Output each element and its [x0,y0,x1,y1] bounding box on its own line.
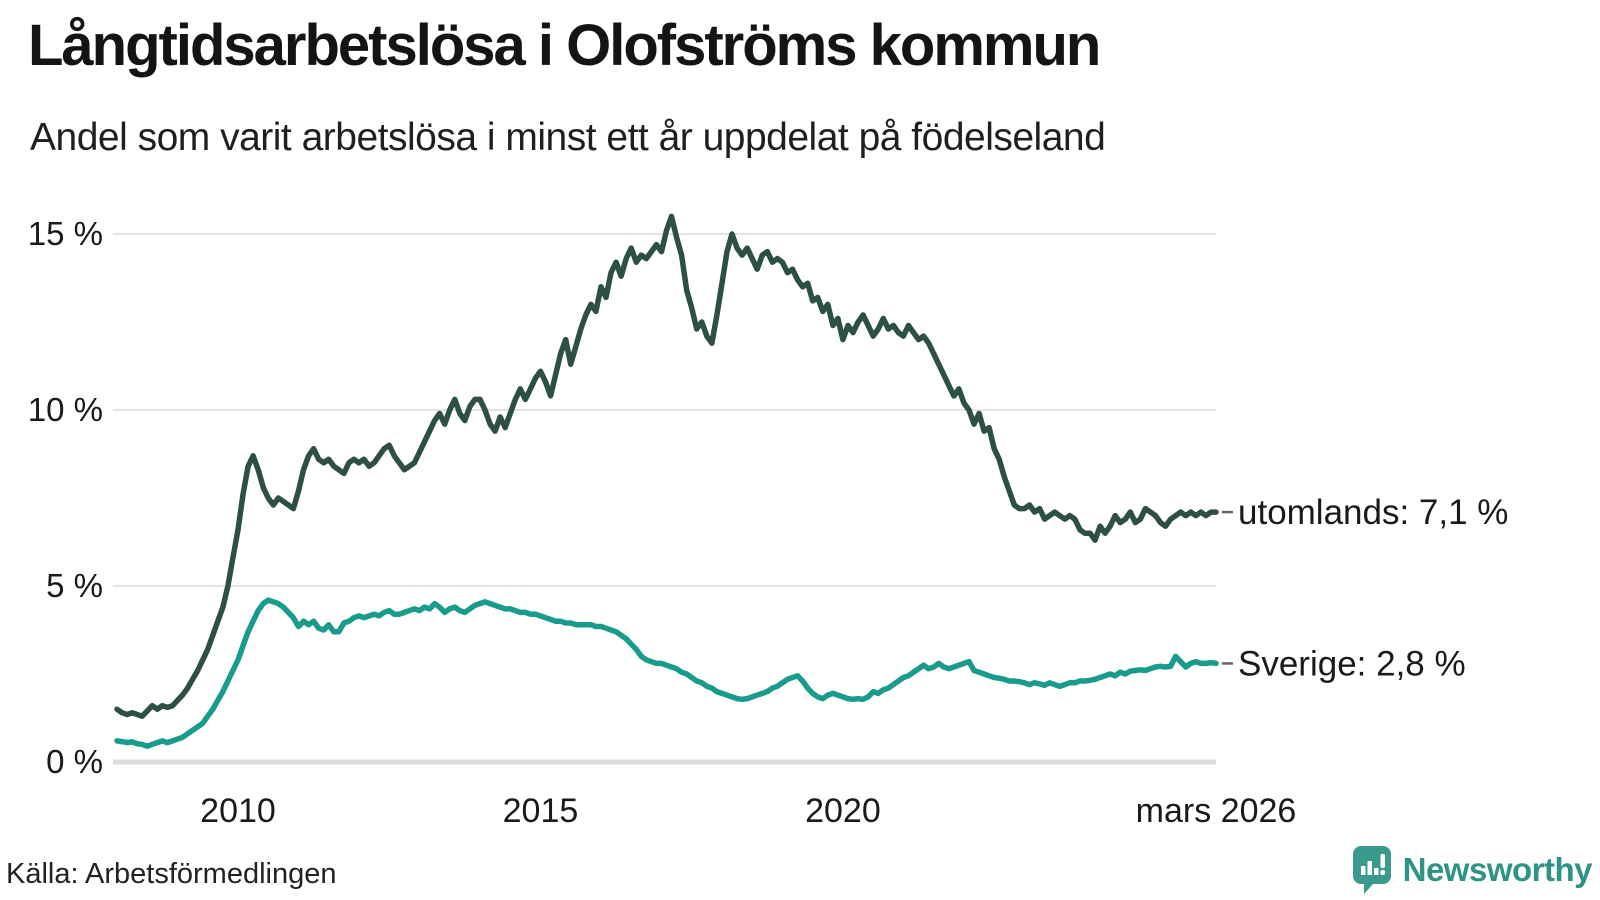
y-tick-label-15: 15 % [28,215,103,252]
newsworthy-brand: Newsworthy [1352,846,1593,894]
chart-subtitle: Andel som varit arbetslösa i minst ett å… [30,116,1106,159]
newsworthy-logo-icon [1352,846,1391,894]
logo-exclamation-dot [1379,869,1385,876]
page-title: Långtidsarbetslösa i Olofströms kommun [28,13,1101,78]
y-tick-label-0: 0 % [46,743,103,780]
x-axis-tick-labels: 2010 2015 2020 mars 2026 [200,792,1296,830]
series-end-labels: utomlands: 7,1 % Sverige: 2,8 % [1238,493,1508,683]
logo-bar-1 [1360,866,1366,875]
series-line-Sverige [114,597,1219,749]
logo-bar-2 [1367,861,1372,875]
logo-exclamation-bar [1380,854,1385,868]
newsworthy-wordmark: Newsworthy [1402,851,1593,888]
y-axis-tick-labels: 0 % 5 % 10 % 15 % [28,215,103,780]
x-tick-label-2015: 2015 [503,792,579,830]
y-tick-label-5: 5 % [46,567,103,604]
series-label-sverige: Sverige: 2,8 % [1238,644,1466,683]
source-note: Källa: Arbetsförmedlingen [6,858,337,890]
series-lines [114,213,1219,749]
x-tick-label-2010: 2010 [200,792,276,830]
y-tick-label-10: 10 % [28,391,103,428]
x-tick-label-mars-2026: mars 2026 [1136,792,1297,830]
series-label-utomlands: utomlands: 7,1 % [1238,493,1508,532]
series-line-utomlands [114,213,1219,719]
x-tick-label-2020: 2020 [805,792,881,830]
label-connector-dashes [1222,510,1233,665]
logo-bar-3 [1373,868,1379,875]
